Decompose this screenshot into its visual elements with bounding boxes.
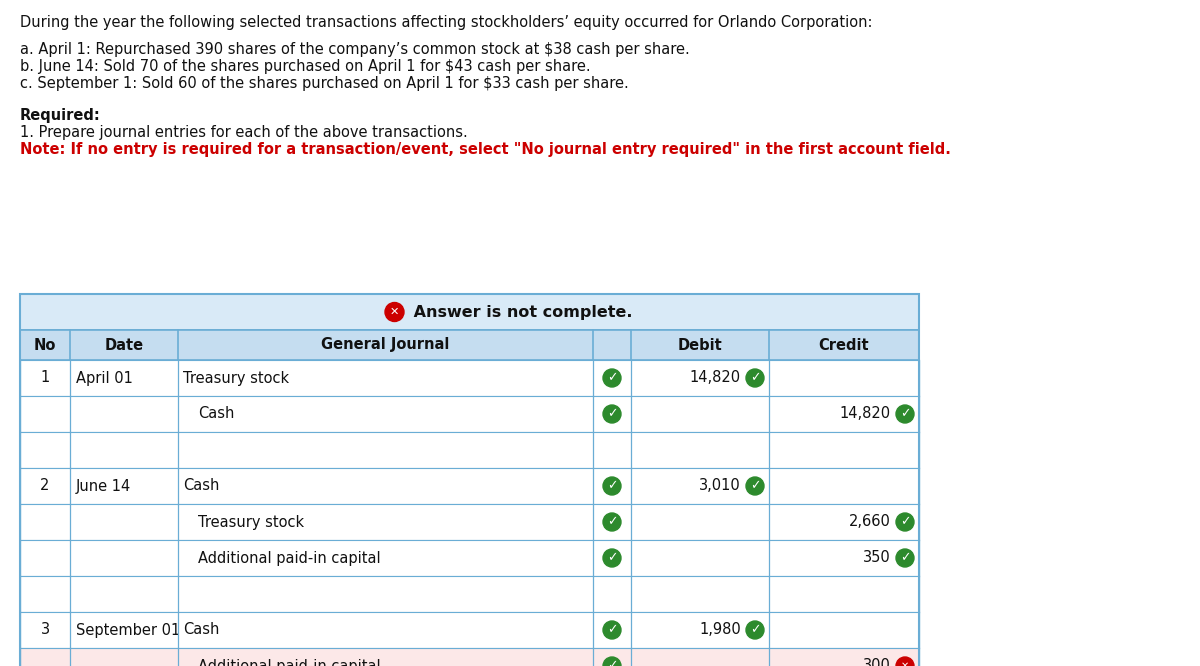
Text: 350: 350 xyxy=(863,551,890,565)
Text: ✕: ✕ xyxy=(390,307,400,317)
FancyBboxPatch shape xyxy=(20,432,919,468)
Text: Note: If no entry is required for a transaction/event, select "No journal entry : Note: If no entry is required for a tran… xyxy=(20,142,950,157)
FancyBboxPatch shape xyxy=(20,612,919,648)
Text: General Journal: General Journal xyxy=(322,338,450,352)
Text: 3,010: 3,010 xyxy=(700,478,742,494)
Text: ✓: ✓ xyxy=(607,407,617,420)
Circle shape xyxy=(746,621,764,639)
Text: ✓: ✓ xyxy=(607,659,617,666)
FancyBboxPatch shape xyxy=(20,294,919,330)
FancyBboxPatch shape xyxy=(20,648,919,666)
Text: Date: Date xyxy=(104,338,144,352)
Circle shape xyxy=(604,657,622,666)
Text: ✓: ✓ xyxy=(900,407,911,420)
Text: 3: 3 xyxy=(41,623,49,637)
FancyBboxPatch shape xyxy=(20,576,919,612)
Text: 14,820: 14,820 xyxy=(840,406,890,422)
Text: Required:: Required: xyxy=(20,108,101,123)
Text: June 14: June 14 xyxy=(76,478,131,494)
Circle shape xyxy=(604,513,622,531)
Text: During the year the following selected transactions affecting stockholders’ equi: During the year the following selected t… xyxy=(20,15,872,30)
FancyBboxPatch shape xyxy=(20,330,919,360)
Text: Additional paid-in capital: Additional paid-in capital xyxy=(198,551,380,565)
Circle shape xyxy=(604,405,622,423)
Text: Treasury stock: Treasury stock xyxy=(198,515,304,529)
FancyBboxPatch shape xyxy=(20,468,919,504)
Circle shape xyxy=(604,477,622,495)
Text: 300: 300 xyxy=(863,659,890,666)
Text: Cash: Cash xyxy=(182,623,220,637)
Text: Treasury stock: Treasury stock xyxy=(182,370,289,386)
Text: ✓: ✓ xyxy=(900,515,911,528)
Text: Credit: Credit xyxy=(818,338,869,352)
Circle shape xyxy=(385,302,404,322)
Text: 14,820: 14,820 xyxy=(690,370,742,386)
Circle shape xyxy=(896,657,914,666)
Text: ✓: ✓ xyxy=(750,623,761,636)
Text: Additional paid-in capital: Additional paid-in capital xyxy=(198,659,380,666)
Circle shape xyxy=(746,477,764,495)
Text: 1. Prepare journal entries for each of the above transactions.: 1. Prepare journal entries for each of t… xyxy=(20,125,468,140)
Text: Debit: Debit xyxy=(678,338,722,352)
Text: ✓: ✓ xyxy=(750,479,761,492)
Text: ✓: ✓ xyxy=(607,623,617,636)
FancyBboxPatch shape xyxy=(20,504,919,540)
Text: ✓: ✓ xyxy=(607,371,617,384)
Text: 1: 1 xyxy=(41,370,49,386)
Text: 1,980: 1,980 xyxy=(700,623,742,637)
Text: ✓: ✓ xyxy=(750,371,761,384)
Circle shape xyxy=(746,369,764,387)
Circle shape xyxy=(896,405,914,423)
Text: Cash: Cash xyxy=(198,406,234,422)
Text: ✕: ✕ xyxy=(901,661,910,666)
Text: ✓: ✓ xyxy=(607,515,617,528)
Circle shape xyxy=(604,549,622,567)
Text: ✓: ✓ xyxy=(607,479,617,492)
Text: Cash: Cash xyxy=(182,478,220,494)
Circle shape xyxy=(604,369,622,387)
Circle shape xyxy=(604,621,622,639)
Text: 2: 2 xyxy=(41,478,49,494)
Circle shape xyxy=(896,513,914,531)
FancyBboxPatch shape xyxy=(20,540,919,576)
Text: ✓: ✓ xyxy=(900,551,911,564)
FancyBboxPatch shape xyxy=(20,360,919,396)
Text: Answer is not complete.: Answer is not complete. xyxy=(408,304,632,320)
Text: c. September 1: Sold 60 of the shares purchased on April 1 for $33 cash per shar: c. September 1: Sold 60 of the shares pu… xyxy=(20,76,629,91)
Text: a. April 1: Repurchased 390 shares of the company’s common stock at $38 cash per: a. April 1: Repurchased 390 shares of th… xyxy=(20,42,690,57)
Circle shape xyxy=(896,549,914,567)
Text: April 01: April 01 xyxy=(76,370,133,386)
Text: September 01: September 01 xyxy=(76,623,180,637)
Text: 2,660: 2,660 xyxy=(850,515,890,529)
FancyBboxPatch shape xyxy=(20,396,919,432)
Text: No: No xyxy=(34,338,56,352)
Text: ✓: ✓ xyxy=(607,551,617,564)
Text: b. June 14: Sold 70 of the shares purchased on April 1 for $43 cash per share.: b. June 14: Sold 70 of the shares purcha… xyxy=(20,59,590,74)
